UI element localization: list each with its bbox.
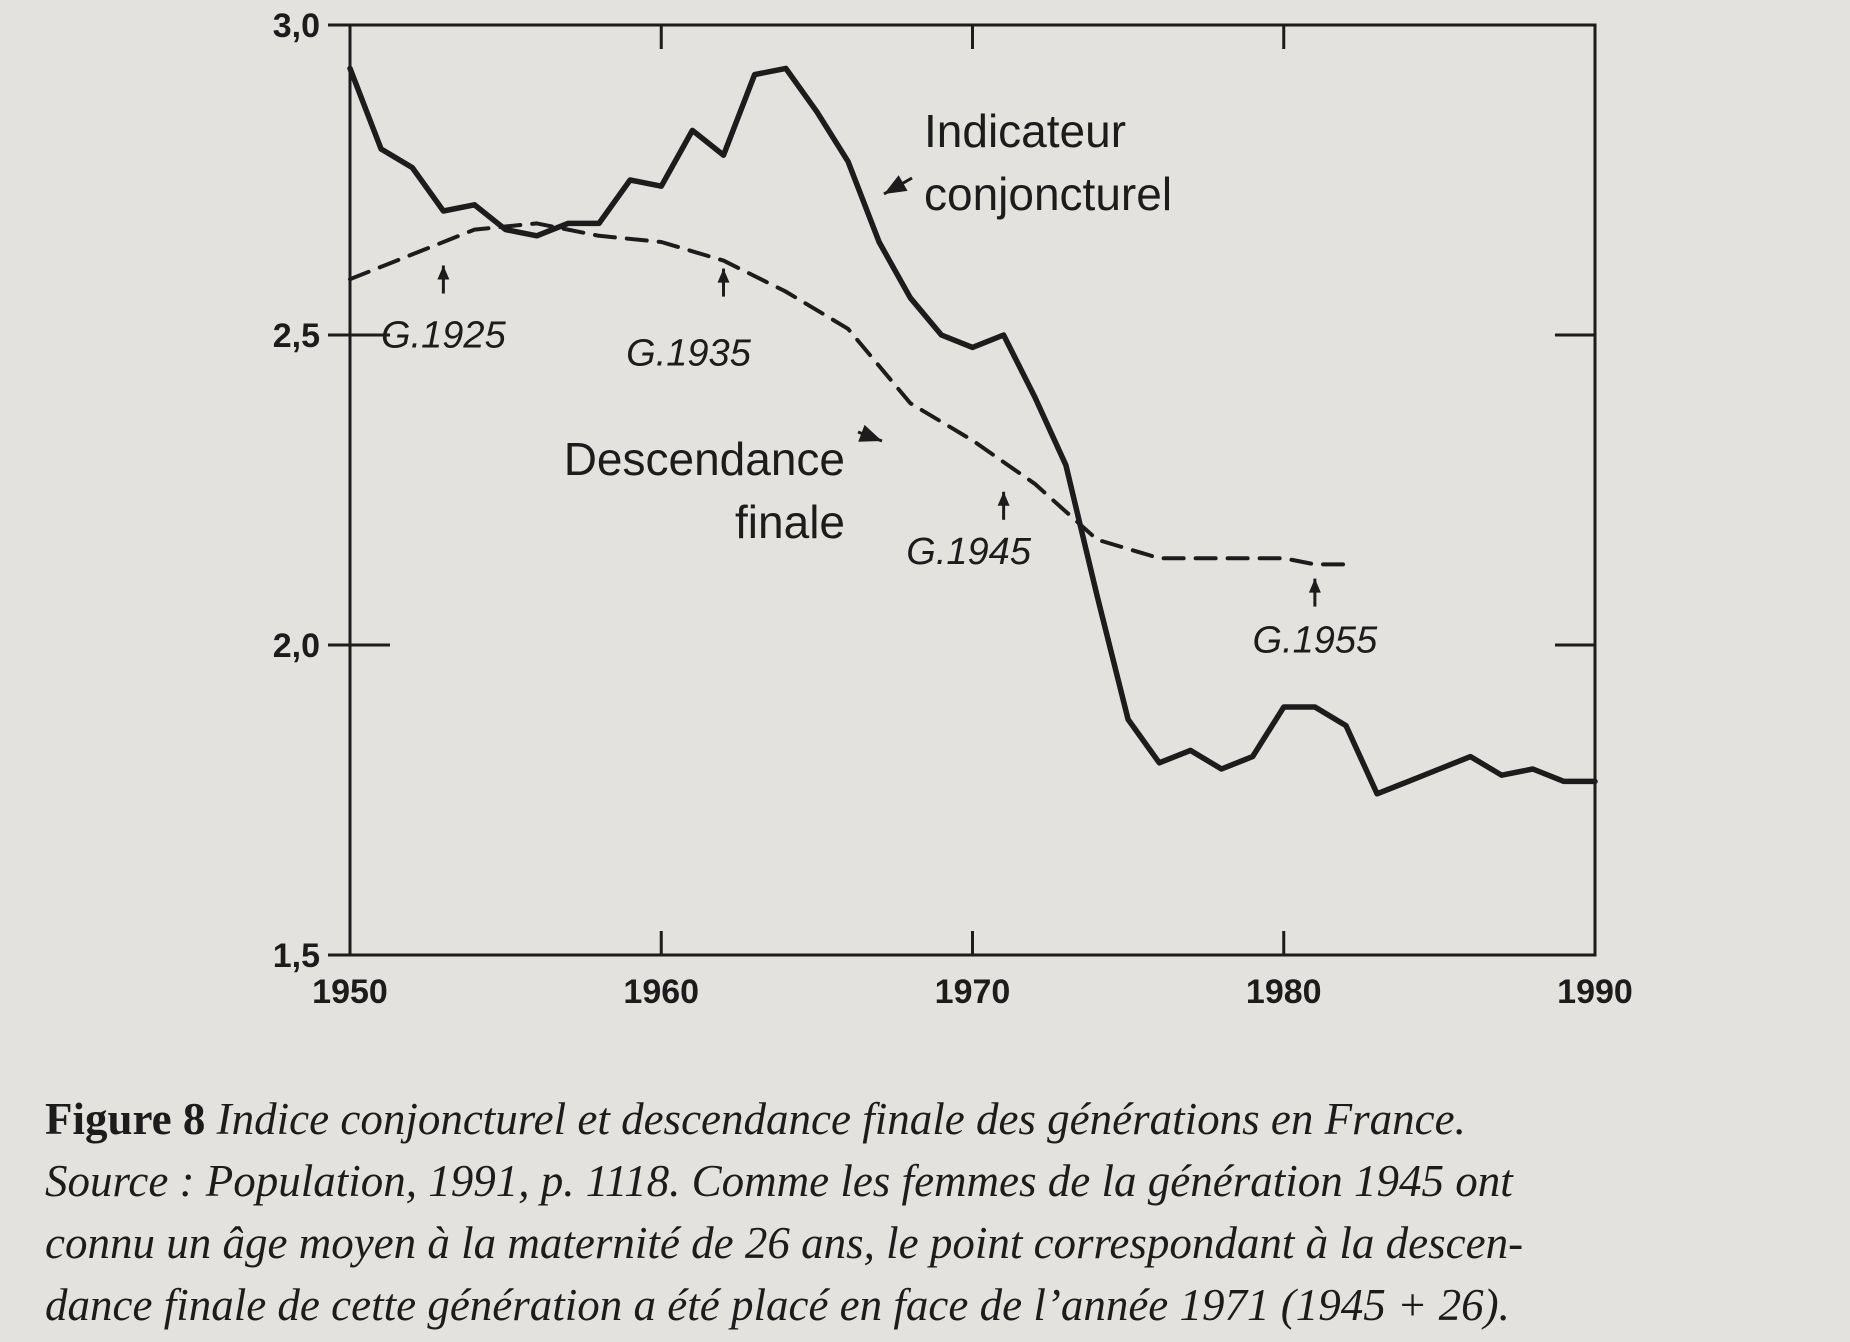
x-tick-label: 1960 — [623, 973, 699, 1011]
indicateur-label-line2: conjoncturel — [924, 168, 1172, 220]
figure-number: Figure 8 — [45, 1094, 206, 1144]
gen-arrow-head — [717, 268, 730, 283]
gen-arrow-head — [997, 491, 1010, 506]
plot-frame — [348, 23, 1597, 957]
descendance-pointer-arrow-head — [858, 424, 882, 442]
caption-line-3: connu un âge moyen à la maternité de 26 … — [45, 1218, 1524, 1268]
x-tick-label: 1980 — [1246, 973, 1322, 1011]
y-tick-label: 1,5 — [273, 937, 320, 975]
descendance-label-line2: finale — [735, 496, 845, 548]
gen-arrow-head — [1308, 578, 1321, 593]
y-tick-label: 3,0 — [273, 7, 320, 45]
generation-label: G.1925 — [381, 315, 507, 357]
x-tick-label: 1990 — [1557, 973, 1633, 1011]
figure-title: Indice conjoncturel et descendance final… — [216, 1094, 1466, 1144]
indicateur-pointer-arrow-head — [884, 175, 908, 194]
gen-arrow-head — [437, 265, 450, 280]
generation-label: G.1955 — [1253, 620, 1379, 662]
indicateur-conjoncturel-line — [347, 65, 1598, 797]
y-tick-label: 2,5 — [273, 317, 320, 355]
descendance-finale-line — [348, 221, 1348, 567]
x-tick-label: 1950 — [312, 973, 388, 1011]
generation-label: G.1945 — [906, 531, 1032, 573]
generation-label: G.1935 — [626, 333, 752, 375]
fertility-line-chart: 1950 1960 1970 1980 1990 1,5 2,0 2,5 3,0 G.1925 G… — [273, 7, 1633, 1011]
descendance-label-line1: Descendance — [564, 433, 845, 485]
caption-line-2: Source : Population, 1991, p. 1118. Comm… — [45, 1156, 1513, 1206]
figure-caption: Figure 8 Indice conjoncturel et descenda… — [45, 1088, 1825, 1336]
caption-line-1: Figure 8 Indice conjoncturel et descenda… — [45, 1088, 1825, 1150]
caption-line-4: dance finale de cette génération a été p… — [45, 1280, 1510, 1330]
x-tick-label: 1970 — [935, 973, 1011, 1011]
indicateur-label-line1: Indicateur — [924, 105, 1126, 157]
y-tick-label: 2,0 — [273, 627, 320, 665]
